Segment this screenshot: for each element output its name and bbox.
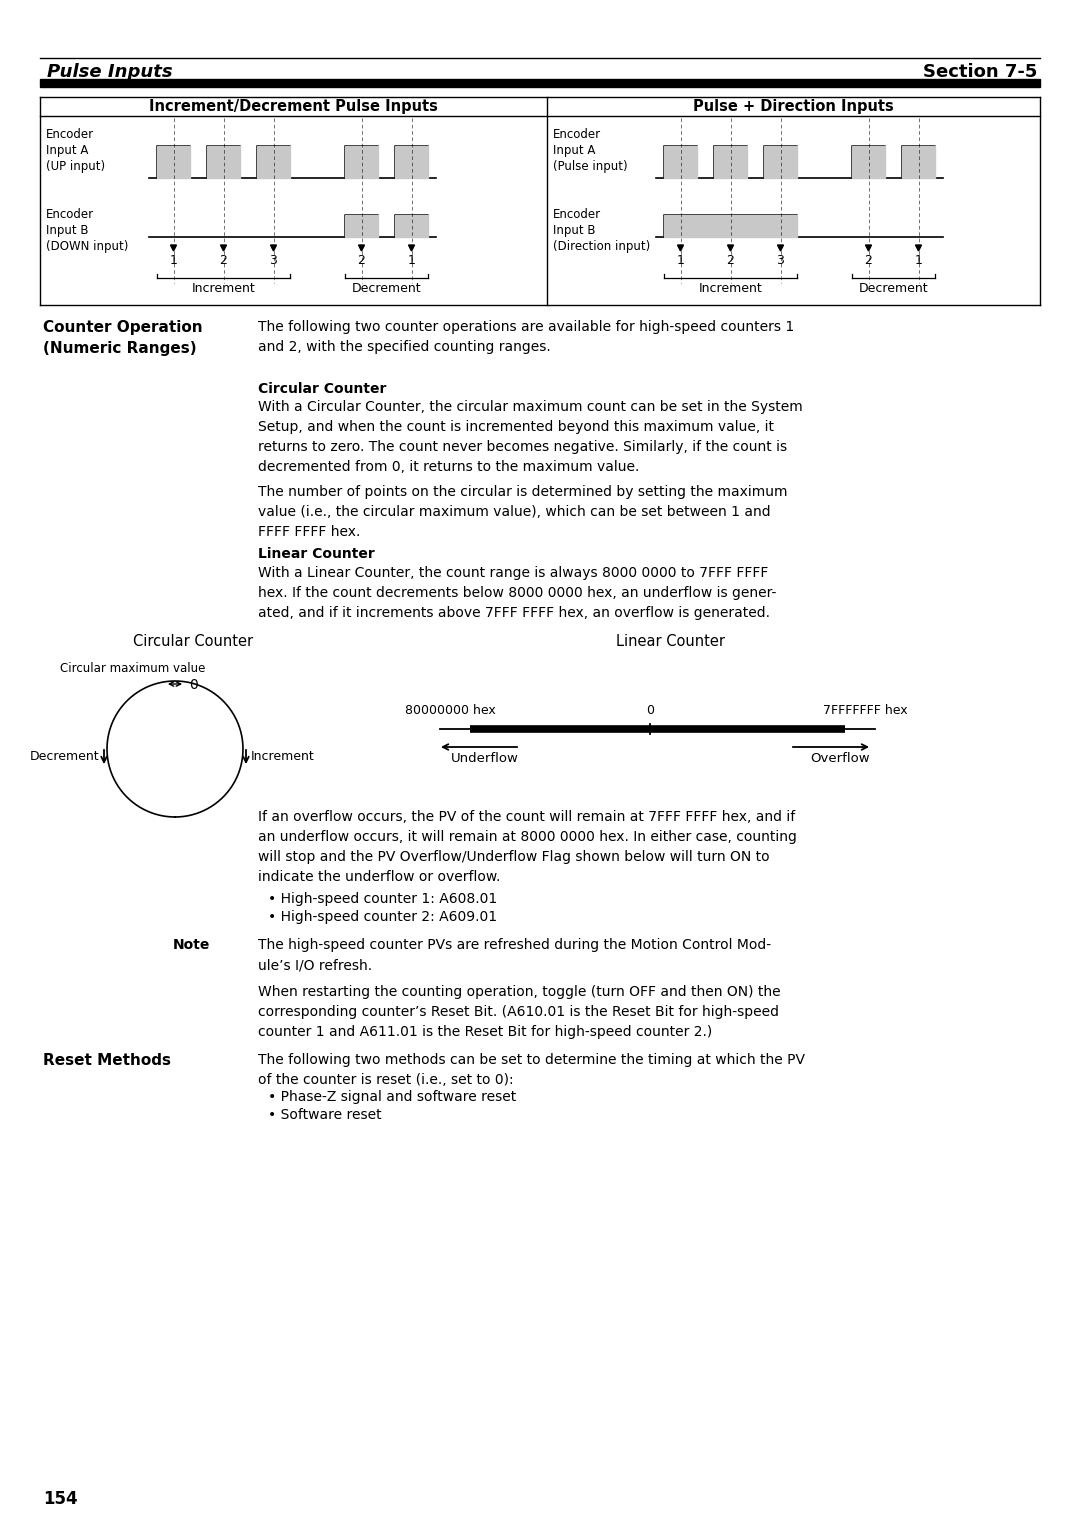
Text: Circular Counter: Circular Counter bbox=[133, 634, 253, 649]
Text: With a Linear Counter, the count range is always 8000 0000 to 7FFF FFFF
hex. If : With a Linear Counter, the count range i… bbox=[258, 565, 777, 620]
Text: Increment: Increment bbox=[191, 283, 255, 295]
Text: Decrement: Decrement bbox=[352, 283, 421, 295]
Text: The high-speed counter PVs are refreshed during the Motion Control Mod-
ule’s I/: The high-speed counter PVs are refreshed… bbox=[258, 938, 771, 972]
Text: 154: 154 bbox=[43, 1490, 78, 1508]
Text: 1: 1 bbox=[915, 254, 922, 267]
Polygon shape bbox=[395, 215, 428, 237]
Text: Increment: Increment bbox=[251, 750, 314, 764]
Text: The following two counter operations are available for high-speed counters 1
and: The following two counter operations are… bbox=[258, 319, 794, 354]
Polygon shape bbox=[257, 147, 291, 177]
Text: Encoder
Input A
(UP input): Encoder Input A (UP input) bbox=[46, 128, 105, 173]
Polygon shape bbox=[764, 147, 797, 177]
Text: 2: 2 bbox=[727, 254, 734, 267]
Polygon shape bbox=[664, 215, 797, 237]
Text: If an overflow occurs, the PV of the count will remain at 7FFF FFFF hex, and if
: If an overflow occurs, the PV of the cou… bbox=[258, 810, 797, 885]
Text: Encoder
Input B
(Direction input): Encoder Input B (Direction input) bbox=[553, 208, 650, 254]
Text: Increment/Decrement Pulse Inputs: Increment/Decrement Pulse Inputs bbox=[149, 99, 437, 115]
Polygon shape bbox=[778, 244, 783, 251]
Bar bbox=[40, 79, 1040, 87]
Text: Increment: Increment bbox=[699, 283, 762, 295]
Text: • High-speed counter 1: A608.01: • High-speed counter 1: A608.01 bbox=[268, 892, 497, 906]
Text: The following two methods can be set to determine the timing at which the PV
of : The following two methods can be set to … bbox=[258, 1053, 805, 1086]
Text: Encoder
Input A
(Pulse input): Encoder Input A (Pulse input) bbox=[553, 128, 627, 173]
Polygon shape bbox=[902, 147, 935, 177]
Text: Linear Counter: Linear Counter bbox=[258, 547, 375, 561]
Text: Encoder
Input B
(DOWN input): Encoder Input B (DOWN input) bbox=[46, 208, 129, 254]
Text: 1: 1 bbox=[676, 254, 685, 267]
Text: With a Circular Counter, the circular maximum count can be set in the System
Set: With a Circular Counter, the circular ma… bbox=[258, 400, 802, 474]
Polygon shape bbox=[395, 147, 428, 177]
Polygon shape bbox=[728, 244, 733, 251]
Text: Pulse Inputs: Pulse Inputs bbox=[48, 63, 173, 81]
Text: 0: 0 bbox=[646, 704, 654, 717]
Text: Counter Operation
(Numeric Ranges): Counter Operation (Numeric Ranges) bbox=[43, 319, 203, 356]
Polygon shape bbox=[359, 244, 365, 251]
Text: 0: 0 bbox=[189, 678, 198, 692]
Text: Circular maximum value: Circular maximum value bbox=[60, 662, 205, 675]
Polygon shape bbox=[714, 147, 747, 177]
Text: • High-speed counter 2: A609.01: • High-speed counter 2: A609.01 bbox=[268, 911, 497, 924]
Text: 1: 1 bbox=[170, 254, 177, 267]
Text: Section 7-5: Section 7-5 bbox=[922, 63, 1037, 81]
Polygon shape bbox=[345, 215, 378, 237]
Polygon shape bbox=[865, 244, 872, 251]
Polygon shape bbox=[664, 147, 697, 177]
Text: Decrement: Decrement bbox=[859, 283, 929, 295]
Text: The number of points on the circular is determined by setting the maximum
value : The number of points on the circular is … bbox=[258, 484, 787, 539]
Text: Circular Counter: Circular Counter bbox=[258, 382, 387, 396]
Text: 3: 3 bbox=[777, 254, 784, 267]
Polygon shape bbox=[157, 147, 190, 177]
Text: • Software reset: • Software reset bbox=[268, 1108, 381, 1122]
Polygon shape bbox=[270, 244, 276, 251]
Text: Pulse + Direction Inputs: Pulse + Direction Inputs bbox=[692, 99, 893, 115]
Text: Reset Methods: Reset Methods bbox=[43, 1053, 171, 1068]
Text: • Phase-Z signal and software reset: • Phase-Z signal and software reset bbox=[268, 1089, 516, 1105]
Text: 2: 2 bbox=[865, 254, 873, 267]
Polygon shape bbox=[408, 244, 415, 251]
Polygon shape bbox=[852, 147, 885, 177]
Polygon shape bbox=[345, 147, 378, 177]
Text: Linear Counter: Linear Counter bbox=[616, 634, 725, 649]
Polygon shape bbox=[171, 244, 176, 251]
Text: 7FFFFFFF hex: 7FFFFFFF hex bbox=[823, 704, 907, 717]
Polygon shape bbox=[677, 244, 684, 251]
Text: When restarting the counting operation, toggle (turn OFF and then ON) the
corres: When restarting the counting operation, … bbox=[258, 986, 781, 1039]
Text: Underflow: Underflow bbox=[451, 752, 518, 766]
Text: Decrement: Decrement bbox=[29, 750, 99, 764]
Text: 1: 1 bbox=[407, 254, 416, 267]
Polygon shape bbox=[207, 147, 240, 177]
Text: 80000000 hex: 80000000 hex bbox=[405, 704, 496, 717]
Polygon shape bbox=[220, 244, 227, 251]
Text: Note: Note bbox=[173, 938, 211, 952]
Text: Overflow: Overflow bbox=[810, 752, 869, 766]
Text: 2: 2 bbox=[357, 254, 365, 267]
Text: 3: 3 bbox=[270, 254, 278, 267]
Text: 2: 2 bbox=[219, 254, 228, 267]
Polygon shape bbox=[916, 244, 921, 251]
